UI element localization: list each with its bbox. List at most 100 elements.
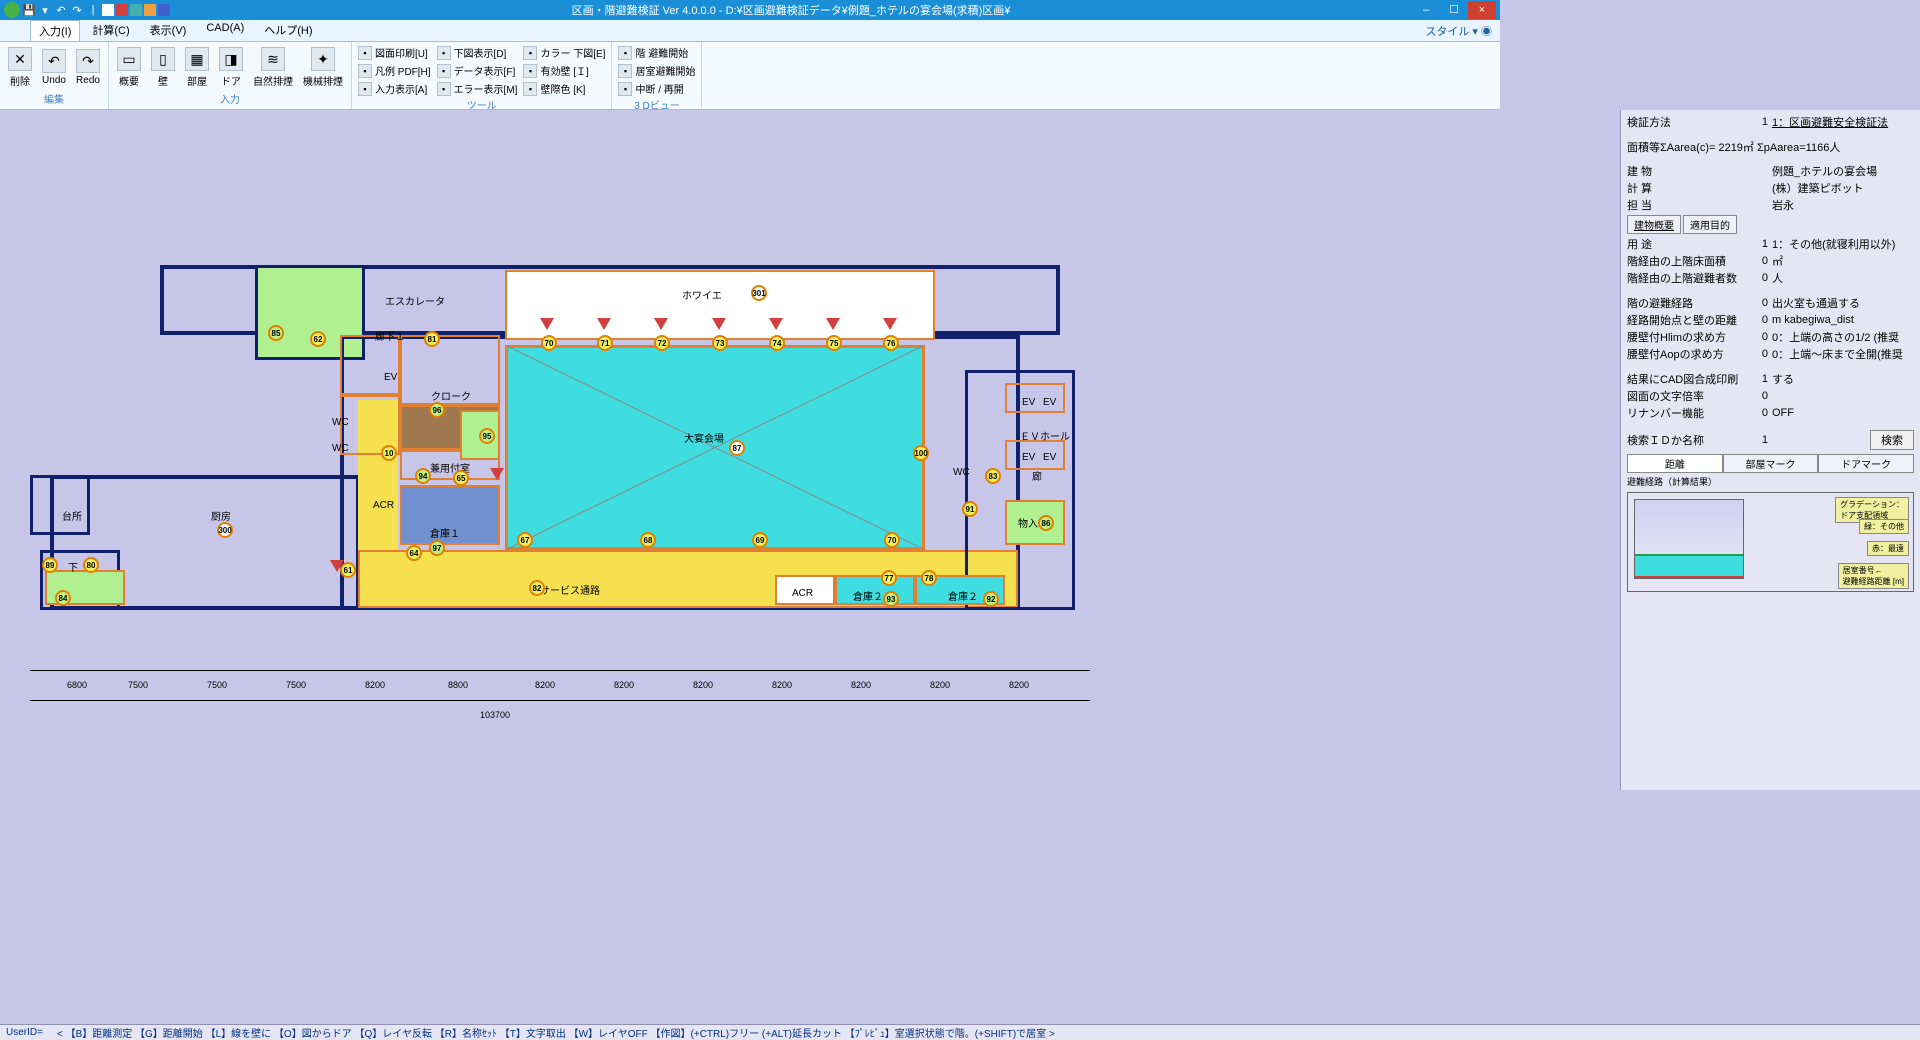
menubar: 入力(I)計算(C)表示(V)CAD(A)ヘルプ(H) スタイル ▾ ◉ xyxy=(0,20,1500,42)
marker-95[interactable]: 95 xyxy=(479,428,495,444)
ribbon-ドア[interactable]: ◨ドア xyxy=(215,45,247,90)
ribbon-概要[interactable]: ▭概要 xyxy=(113,45,145,90)
result-tab-ドアマーク[interactable]: ドアマーク xyxy=(1818,454,1914,473)
marker-82[interactable]: 82 xyxy=(529,580,545,596)
marker-301[interactable]: 301 xyxy=(751,285,767,301)
minimize-button[interactable]: – xyxy=(1412,1,1440,19)
prop-tab-適用目的[interactable]: 適用目的 xyxy=(1683,215,1737,234)
ribbon-データ表示[F][interactable]: ▪データ表示[F] xyxy=(435,62,520,79)
marker-10[interactable]: 10 xyxy=(381,445,397,461)
ribbon-カラー 下図[E][interactable]: ▪カラー 下図[E] xyxy=(521,44,607,61)
ribbon-図面印刷[U][interactable]: ▪図面印刷[U] xyxy=(356,44,433,61)
marker-70[interactable]: 70 xyxy=(541,335,557,351)
search-button[interactable]: 検索 xyxy=(1870,430,1914,450)
floorplan-canvas[interactable]: ホワイエエスカレータ廊下１クロークWCWCACR兼用付室倉庫１大宴会場ＥＶホール… xyxy=(0,110,1194,790)
ribbon-Redo[interactable]: ↷Redo xyxy=(72,47,104,88)
menu-tab-0[interactable]: 入力(I) xyxy=(30,20,80,41)
marker-67[interactable]: 67 xyxy=(517,532,533,548)
ribbon-削除[interactable]: ✕削除 xyxy=(4,45,36,90)
room-label: 下 xyxy=(68,559,78,574)
result-tab-距離[interactable]: 距離 xyxy=(1627,454,1723,473)
marker-62[interactable]: 62 xyxy=(310,331,326,347)
marker-91[interactable]: 91 xyxy=(962,501,978,517)
ribbon-エラー表示[M][interactable]: ▪エラー表示[M] xyxy=(435,80,520,97)
ribbon-下図表示[D][interactable]: ▪下図表示[D] xyxy=(435,44,520,61)
marker-86[interactable]: 86 xyxy=(1038,515,1054,531)
marker-83[interactable]: 83 xyxy=(985,468,1001,484)
dimension-label: 7500 xyxy=(128,680,148,690)
marker-80[interactable]: 80 xyxy=(83,557,99,573)
marker-85[interactable]: 85 xyxy=(268,325,284,341)
ribbon-壁[interactable]: ▯壁 xyxy=(147,45,179,90)
qat-btn4[interactable] xyxy=(144,4,156,16)
qat-btn3[interactable] xyxy=(130,4,142,16)
marker-96[interactable]: 96 xyxy=(429,402,445,418)
close-button[interactable]: × xyxy=(1468,1,1496,19)
qat-btn2[interactable] xyxy=(116,4,128,16)
marker-68[interactable]: 68 xyxy=(640,532,656,548)
room-label: ACR xyxy=(792,588,813,599)
titlebar: 💾 ▾ ↶ ↷ | 区画・階避難検証 Ver 4.0.0.0 - D:¥区画避難… xyxy=(0,0,1500,20)
marker-84[interactable]: 84 xyxy=(55,590,71,606)
qat-btn1[interactable] xyxy=(102,4,114,16)
qat-save-icon[interactable]: 💾 xyxy=(22,3,36,17)
area-summary: 面積等ΣAarea(c)= 2219㎡ ΣpAarea=1166人 xyxy=(1627,139,1914,155)
prop-tab-建物概要[interactable]: 建物概要 xyxy=(1627,215,1681,234)
ribbon-機械排煙[interactable]: ✦機械排煙 xyxy=(299,45,347,90)
ribbon-居室避難開始[interactable]: ▪居室避難開始 xyxy=(616,62,697,79)
ribbon-入力表示[A][interactable]: ▪入力表示[A] xyxy=(356,80,433,97)
marker-75[interactable]: 75 xyxy=(826,335,842,351)
maximize-button[interactable]: ☐ xyxy=(1440,1,1468,19)
marker-100[interactable]: 100 xyxy=(913,445,929,461)
qat-redo-icon[interactable]: ↷ xyxy=(70,3,84,17)
marker-70[interactable]: 70 xyxy=(884,532,900,548)
marker-81[interactable]: 81 xyxy=(424,331,440,347)
ribbon-階 避難開始[interactable]: ▪階 避難開始 xyxy=(616,44,697,61)
marker-78[interactable]: 78 xyxy=(921,570,937,586)
ribbon-有効壁 [Ｉ][interactable]: ▪有効壁 [Ｉ] xyxy=(521,62,607,79)
marker-72[interactable]: 72 xyxy=(654,335,670,351)
marker-74[interactable]: 74 xyxy=(769,335,785,351)
menu-tab-4[interactable]: ヘルプ(H) xyxy=(256,20,320,41)
menu-tab-2[interactable]: 表示(V) xyxy=(142,20,195,41)
smoke-triangle-icon xyxy=(654,318,668,330)
room-label: サービス通路 xyxy=(540,582,600,597)
marker-73[interactable]: 73 xyxy=(712,335,728,351)
dimension-label: 8200 xyxy=(614,680,634,690)
marker-64[interactable]: 64 xyxy=(406,545,422,561)
room-label: 大宴会場 xyxy=(684,430,724,445)
marker-93[interactable]: 93 xyxy=(883,591,899,607)
style-menu[interactable]: スタイル ▾ ◉ xyxy=(1425,23,1492,39)
marker-87[interactable]: 87 xyxy=(729,440,745,456)
dimension-label: 8200 xyxy=(535,680,555,690)
marker-65[interactable]: 65 xyxy=(453,470,469,486)
ribbon-自然排煙[interactable]: ≋自然排煙 xyxy=(249,45,297,90)
marker-89[interactable]: 89 xyxy=(42,557,58,573)
result-tab-部屋マーク[interactable]: 部屋マーク xyxy=(1723,454,1819,473)
ribbon-Undo[interactable]: ↶Undo xyxy=(38,47,70,88)
prop-row: リナンバー機能0OFF xyxy=(1627,405,1914,421)
room-label: WC xyxy=(332,443,349,454)
prop-row: 階経由の上階床面積0㎡ xyxy=(1627,253,1914,269)
menu-tab-3[interactable]: CAD(A) xyxy=(198,20,252,41)
marker-300[interactable]: 300 xyxy=(217,522,233,538)
ribbon-中断 / 再開[interactable]: ▪中断 / 再開 xyxy=(616,80,697,97)
marker-69[interactable]: 69 xyxy=(752,532,768,548)
qat-undo-icon[interactable]: ↶ xyxy=(54,3,68,17)
marker-76[interactable]: 76 xyxy=(883,335,899,351)
marker-77[interactable]: 77 xyxy=(881,570,897,586)
room-label: エスカレータ xyxy=(385,293,445,308)
prop-row: 腰壁付Hlimの求め方00：上端の高さの1/2 (推奨 xyxy=(1627,329,1914,345)
prop-row: 結果にCAD図合成印刷1する xyxy=(1627,371,1914,387)
qat-down-icon[interactable]: ▾ xyxy=(38,3,52,17)
dimension-label: 8800 xyxy=(448,680,468,690)
marker-92[interactable]: 92 xyxy=(983,591,999,607)
menu-tab-1[interactable]: 計算(C) xyxy=(84,20,137,41)
ribbon-部屋[interactable]: ▦部屋 xyxy=(181,45,213,90)
qat-btn5[interactable] xyxy=(158,4,170,16)
marker-94[interactable]: 94 xyxy=(415,468,431,484)
marker-71[interactable]: 71 xyxy=(597,335,613,351)
marker-97[interactable]: 97 xyxy=(429,540,445,556)
ribbon-壁際色 [K][interactable]: ▪壁際色 [K] xyxy=(521,80,607,97)
ribbon-凡例 PDF[H][interactable]: ▪凡例 PDF[H] xyxy=(356,62,433,79)
